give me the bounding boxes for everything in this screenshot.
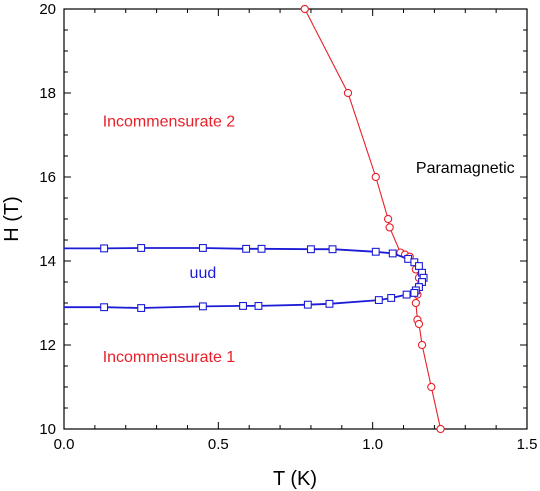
data-point bbox=[343, 88, 353, 98]
y-tick-label: 10 bbox=[39, 421, 56, 438]
data-point bbox=[427, 382, 436, 392]
data-point bbox=[383, 214, 393, 224]
x-tick-label: 0.0 bbox=[54, 436, 75, 453]
region-labels: Incommensurate 2 Paramagnetic uud Incommens… bbox=[103, 114, 515, 366]
data-point bbox=[325, 299, 334, 308]
x-tick-label: 1.5 bbox=[517, 436, 538, 453]
data-point bbox=[300, 4, 309, 14]
data-point bbox=[414, 319, 424, 329]
region-label: Paramagnetic bbox=[416, 160, 515, 177]
x-axis-title: T (K) bbox=[273, 468, 317, 490]
y-tick-label: 18 bbox=[39, 85, 56, 102]
x-tick-label: 1.0 bbox=[362, 436, 383, 453]
data-point bbox=[242, 244, 251, 253]
data-point bbox=[306, 245, 315, 254]
data-point bbox=[436, 424, 445, 434]
region-label: uud bbox=[190, 265, 217, 282]
region-label: Incommensurate 1 bbox=[103, 349, 236, 366]
data-point bbox=[388, 249, 397, 258]
series-line bbox=[64, 247, 425, 309]
series-0 bbox=[300, 4, 445, 434]
data-point bbox=[402, 290, 411, 299]
data-point bbox=[415, 262, 423, 270]
series-1 bbox=[64, 244, 428, 312]
axis-ticks: 0.0 0.5 1.0 1.5 10 12 14 16 18 20 bbox=[39, 1, 537, 453]
data-point bbox=[198, 302, 207, 311]
region-label: Incommensurate 2 bbox=[103, 114, 236, 131]
y-tick-label: 14 bbox=[39, 253, 56, 270]
data-point bbox=[374, 296, 383, 305]
data-point bbox=[239, 301, 247, 310]
data-point bbox=[387, 294, 396, 302]
data-point bbox=[410, 288, 419, 297]
y-axis-title: H (T) bbox=[1, 196, 23, 242]
y-tick-label: 20 bbox=[39, 1, 56, 18]
data-point bbox=[371, 247, 380, 256]
y-tick-label: 12 bbox=[39, 337, 56, 354]
data-point bbox=[137, 304, 146, 312]
data-point bbox=[411, 298, 421, 308]
data-point bbox=[100, 244, 109, 253]
series-layer bbox=[64, 4, 445, 434]
x-tick-label: 0.5 bbox=[208, 436, 229, 453]
data-point bbox=[257, 244, 266, 253]
data-point bbox=[328, 245, 337, 254]
series-line bbox=[304, 8, 442, 430]
data-point bbox=[303, 300, 312, 309]
data-point bbox=[198, 244, 207, 252]
data-point bbox=[371, 172, 380, 182]
plot-frame bbox=[63, 8, 528, 430]
data-point bbox=[137, 244, 146, 252]
y-tick-label: 16 bbox=[39, 169, 56, 186]
data-point bbox=[417, 340, 427, 350]
data-point bbox=[254, 301, 263, 310]
data-point bbox=[100, 303, 109, 312]
data-point bbox=[385, 223, 394, 232]
